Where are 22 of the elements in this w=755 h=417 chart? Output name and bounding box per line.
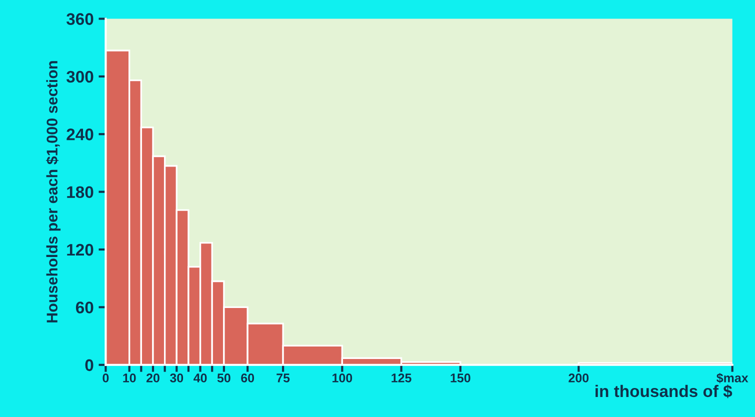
y-tick-label: 180	[67, 186, 94, 198]
y-axis-title: Households per each $1,000 section	[46, 61, 61, 322]
x-tick-label: 200	[568, 374, 589, 382]
x-tick-label: 50	[217, 374, 230, 382]
x-tick-label: 125	[392, 374, 412, 382]
x-tick-label: $max	[716, 372, 748, 384]
y-tick-label: 60	[76, 302, 94, 314]
x-tick-label: 40	[194, 374, 207, 382]
y-tick-label: 0	[85, 359, 94, 372]
x-tick-label: 100	[332, 374, 352, 382]
x-tick-label: 30	[170, 374, 184, 382]
y-tick-label: 300	[66, 70, 94, 83]
y-tick-label: 360	[66, 13, 94, 25]
y-tick-label: 240	[66, 128, 94, 140]
x-tick-label: 20	[146, 374, 160, 382]
x-tick-label: 150	[450, 374, 470, 382]
x-tick-label: 60	[241, 374, 254, 382]
x-axis-title: in thousands of $	[596, 384, 732, 398]
y-tick-label: 120	[67, 244, 94, 256]
x-tick-label: 75	[276, 374, 290, 382]
x-tick-label: 10	[123, 374, 136, 382]
x-tick-label: 0	[102, 374, 109, 382]
